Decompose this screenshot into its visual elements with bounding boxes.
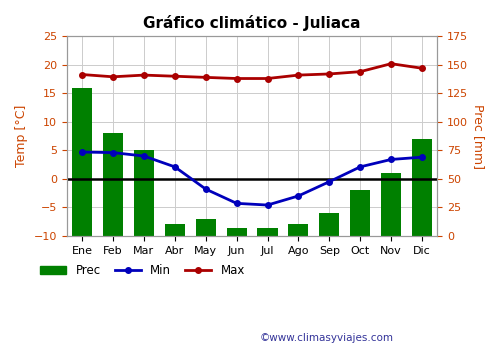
- Y-axis label: Temp [°C]: Temp [°C]: [15, 105, 28, 167]
- Bar: [381, 173, 401, 236]
- Bar: [350, 190, 370, 236]
- Bar: [134, 150, 154, 236]
- Bar: [258, 228, 278, 236]
- Y-axis label: Prec [mm]: Prec [mm]: [472, 104, 485, 169]
- Bar: [103, 133, 123, 236]
- Bar: [165, 224, 185, 236]
- Bar: [72, 88, 92, 236]
- Bar: [226, 228, 246, 236]
- Bar: [320, 213, 340, 236]
- Bar: [288, 224, 308, 236]
- Title: Gráfico climático - Juliaca: Gráfico climático - Juliaca: [144, 15, 361, 31]
- Legend: Prec, Min, Max: Prec, Min, Max: [36, 259, 250, 282]
- Text: ©www.climasyviajes.com: ©www.climasyviajes.com: [260, 333, 394, 343]
- Bar: [412, 139, 432, 236]
- Bar: [196, 219, 216, 236]
